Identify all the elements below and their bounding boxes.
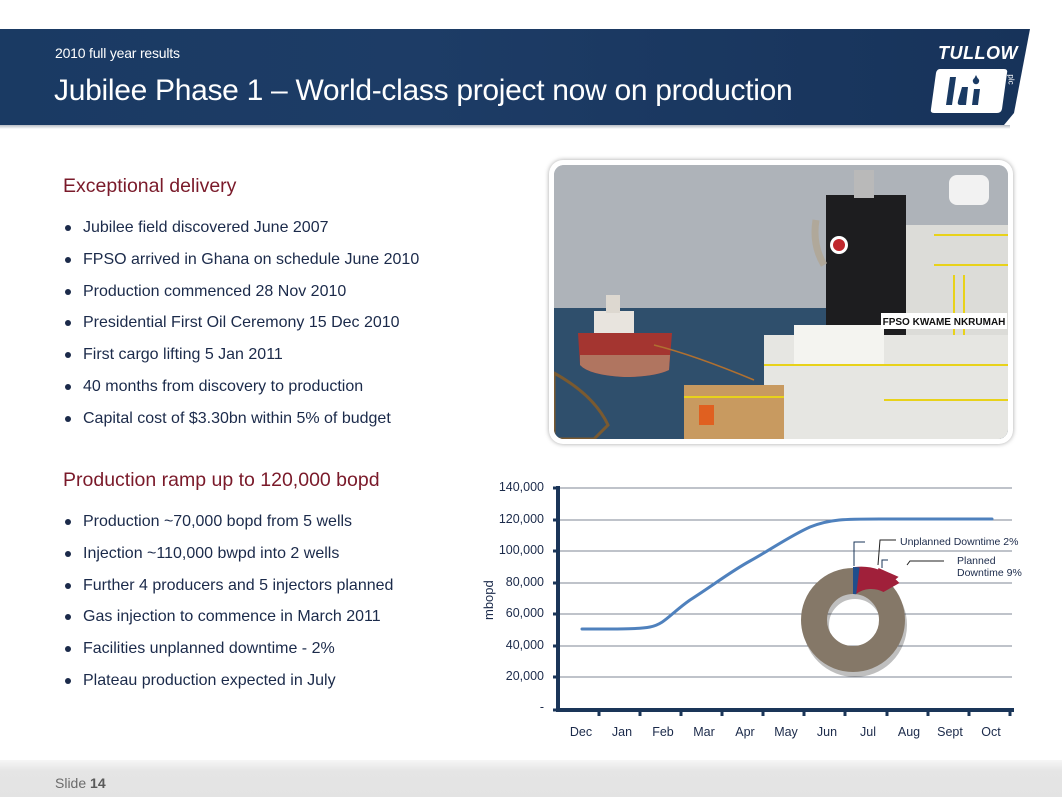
x-tick-label: Sept	[937, 725, 963, 739]
x-tick-label: Mar	[693, 725, 715, 739]
y-tick-label: 120,000	[498, 512, 544, 526]
slide-number: Slide 14	[55, 775, 106, 791]
x-tick-label: Feb	[652, 725, 674, 739]
list-item: Production ~70,000 bopd from 5 wells	[63, 512, 393, 544]
slide-title: Jubilee Phase 1 – World-class project no…	[54, 74, 793, 107]
x-tick-label: Apr	[735, 725, 755, 739]
list-item: Jubilee field discovered June 2007	[63, 218, 419, 250]
logo-plc: plc	[1006, 74, 1016, 85]
x-tick-label: Jun	[816, 725, 838, 739]
x-tick-label: May	[774, 725, 798, 739]
section-heading-exceptional-delivery: Exceptional delivery	[63, 175, 237, 197]
y-tick-label: 20,000	[505, 669, 544, 683]
photo-illustration: FPSO KWAME NKRUMAH	[554, 165, 1008, 439]
unplanned-downtime-annotation: Unplanned Downtime 2%	[900, 536, 1019, 548]
list-item: Further 4 producers and 5 injectors plan…	[63, 576, 393, 608]
tullow-logo: TULLOW plc	[926, 43, 1018, 115]
fpso-photo: FPSO KWAME NKRUMAH	[554, 165, 1008, 439]
list-item: Presidential First Oil Ceremony 15 Dec 2…	[63, 313, 419, 345]
y-tick-label: 40,000	[505, 638, 544, 652]
y-tick-label: -	[539, 700, 544, 714]
y-tick-label: 80,000	[505, 575, 544, 589]
y-tick-label: 100,000	[498, 543, 544, 557]
logo-wordmark: TULLOW	[938, 43, 1018, 63]
x-tick-label: Dec	[569, 725, 593, 739]
list-item: Capital cost of $3.30bn within 5% of bud…	[63, 409, 419, 441]
exceptional-delivery-list: Jubilee field discovered June 2007 FPSO …	[63, 218, 419, 441]
y-tick-label: 60,000	[505, 606, 544, 620]
x-tick-label: Aug	[897, 725, 921, 739]
section-heading-production-ramp: Production ramp up to 120,000 bopd	[63, 469, 380, 491]
list-item: 40 months from discovery to production	[63, 377, 419, 409]
header-shadow	[0, 125, 1010, 129]
list-item: Plateau production expected in July	[63, 671, 393, 703]
list-item: Injection ~110,000 bwpd into 2 wells	[63, 544, 393, 576]
footer-bar	[0, 760, 1062, 797]
list-item: FPSO arrived in Ghana on schedule June 2…	[63, 250, 419, 282]
y-axis-label: mbopd	[481, 580, 496, 620]
tullow-logo-icon	[930, 69, 1008, 113]
fpso-sign-text: FPSO KWAME NKRUMAH	[883, 317, 1006, 328]
slide-label: Slide	[55, 775, 87, 791]
presentation-subtitle: 2010 full year results	[55, 45, 180, 61]
x-tick-label: Oct	[981, 725, 1001, 739]
slide-number-value: 14	[90, 775, 106, 791]
x-tick-label: Jul	[860, 725, 876, 739]
fpso-photo-frame: FPSO KWAME NKRUMAH	[549, 160, 1013, 444]
list-item: Gas injection to commence in March 2011	[63, 607, 393, 639]
list-item: Facilities unplanned downtime - 2%	[63, 639, 393, 671]
list-item: Production commenced 28 Nov 2010	[63, 282, 419, 314]
x-tick-label: Jan	[611, 725, 633, 739]
planned-downtime-annotation-line1: Planned	[957, 555, 996, 567]
y-tick-label: 140,000	[498, 480, 544, 494]
production-ramp-list: Production ~70,000 bopd from 5 wells Inj…	[63, 512, 393, 703]
list-item: First cargo lifting 5 Jan 2011	[63, 345, 419, 377]
planned-downtime-annotation-line2: Downtime 9%	[957, 567, 1022, 579]
header-band	[0, 29, 1030, 125]
